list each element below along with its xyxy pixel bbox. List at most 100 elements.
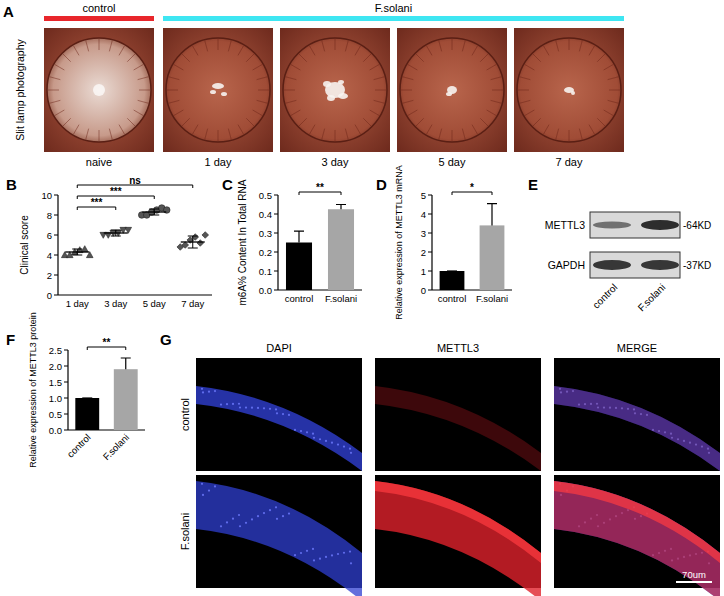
nucleus (282, 413, 284, 415)
x-tick-label: 3 day (104, 298, 127, 309)
vessel (284, 90, 295, 91)
vessel (193, 125, 199, 135)
x-tick-label: F.solani (476, 293, 508, 304)
group-bar (44, 16, 154, 21)
vessel (335, 39, 336, 50)
lane-label: control (590, 282, 619, 311)
nucleus (232, 403, 234, 405)
vessel (228, 129, 231, 140)
mettl3-signal (554, 386, 720, 471)
protein-label: METTL3 (545, 219, 585, 231)
nucleus (201, 388, 203, 390)
nucleus (349, 448, 351, 450)
fluorescence-image (375, 358, 541, 471)
vessel (109, 41, 112, 52)
y-tick-label: 0.1 (259, 266, 272, 277)
error-bar (149, 209, 159, 215)
y-tick (274, 214, 278, 215)
vessel (169, 100, 180, 103)
vessel (427, 46, 433, 56)
x-tick-label: F.solani (325, 293, 357, 304)
nucleus (319, 438, 321, 440)
vessel (452, 39, 453, 50)
nucleus (343, 445, 345, 447)
nucleus (350, 562, 352, 564)
nucleus (331, 442, 333, 444)
nucleus (331, 554, 333, 556)
vessel (99, 130, 100, 141)
marks (61, 205, 208, 258)
chart: 0246810Clinical score1 day3 day5 day7 da… (19, 175, 212, 310)
nucleus (294, 554, 296, 556)
vessel (74, 46, 80, 56)
lesion (571, 91, 575, 95)
vessel (472, 46, 478, 56)
slit-lamp-photo (514, 28, 624, 152)
vessel (109, 129, 112, 140)
slit-lamp-photo (44, 28, 154, 152)
y-axis-label: m6A% Content In Total RNA (237, 179, 248, 305)
mettl3-signal (375, 386, 541, 471)
vessel (370, 110, 380, 116)
x-axis (58, 294, 212, 295)
lesion (221, 92, 227, 96)
chart: 012345Relative expression of METTL3 mRNA… (394, 165, 512, 320)
vessel (556, 41, 559, 52)
vessel (518, 90, 529, 91)
mettl3-signal (375, 481, 541, 596)
nucleus (208, 391, 210, 393)
column-label: METTL3 (437, 342, 479, 354)
vessel (335, 130, 336, 141)
y-tick (64, 382, 68, 383)
lesion (210, 90, 216, 94)
nucleus (276, 412, 278, 414)
y-tick-label: 0.5 (49, 409, 62, 420)
cornea (283, 38, 387, 142)
significance-label: * (470, 182, 474, 193)
nucleus (239, 406, 241, 408)
nucleus (319, 558, 321, 560)
nucleus (312, 548, 314, 550)
lesion (338, 80, 344, 84)
y-tick-label: 0 (421, 285, 426, 296)
mettl3-signal (554, 481, 720, 563)
y-tick (274, 233, 278, 234)
nucleus (300, 552, 302, 554)
vessel (452, 130, 453, 141)
y-tick-label: 0.0 (259, 285, 272, 296)
vessel (258, 90, 269, 91)
y-tick-label: 2.0 (49, 361, 62, 372)
fluorescence-image (196, 358, 362, 471)
y-tick-label: 0.3 (259, 228, 272, 239)
image-background (554, 358, 720, 471)
nucleus (275, 506, 277, 508)
vessel (299, 54, 307, 62)
vessel (525, 110, 535, 116)
y-tick (64, 430, 68, 431)
slit-lamp-photo (397, 28, 507, 152)
vessel (86, 41, 89, 52)
vessel (322, 41, 325, 52)
group-label: control (82, 2, 115, 14)
vessel (238, 125, 244, 135)
slit-lamp-photo (163, 28, 273, 152)
panel-label: G (160, 331, 172, 348)
vessel (492, 90, 503, 91)
vessel (597, 54, 605, 62)
y-tick-label: 2 (47, 270, 52, 281)
nucleus (238, 514, 240, 516)
y-tick-label: 10 (41, 190, 52, 201)
vessel (74, 125, 80, 135)
x-tick-label: control (438, 293, 467, 304)
vessel (609, 90, 620, 91)
vessel (472, 125, 478, 135)
y-tick-label: 0 (47, 290, 52, 301)
marks (286, 205, 354, 291)
nucleus (263, 512, 265, 514)
significance-label: *** (91, 197, 103, 208)
y-tick (54, 235, 58, 236)
image-label: 3 day (322, 156, 349, 168)
vessel (257, 77, 268, 80)
vessel (556, 129, 559, 140)
bar (75, 398, 99, 430)
